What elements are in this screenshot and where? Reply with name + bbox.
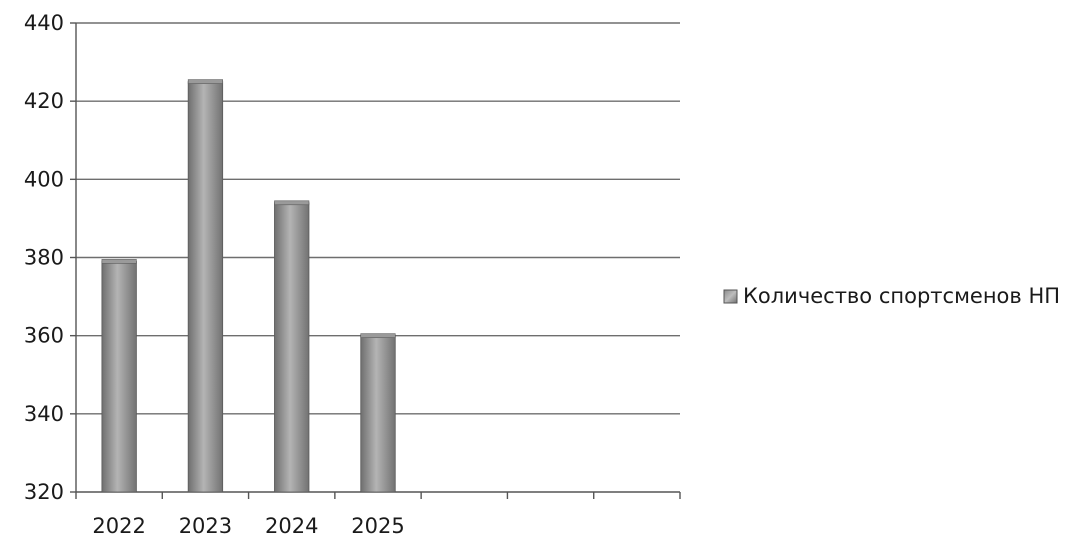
y-tick-label-400: 400 — [24, 167, 64, 191]
bar-body-2023 — [187, 81, 224, 493]
bar-2024 — [274, 200, 310, 493]
gridlines — [76, 22, 680, 415]
x-tick-label-2024: 2024 — [265, 514, 318, 538]
bar-2022 — [101, 259, 137, 493]
y-axis: 320 340 360 380 400 420 440 — [24, 11, 77, 504]
legend: Количество спортсменов НП — [723, 284, 1060, 308]
bar-body-2024 — [274, 202, 310, 493]
y-tick-label-340: 340 — [24, 402, 64, 426]
y-tick-label-380: 380 — [24, 246, 64, 270]
bar-body-2025 — [360, 335, 396, 493]
y-tick-label-320: 320 — [24, 480, 64, 504]
x-tick-label-2022: 2022 — [92, 514, 145, 538]
bar-cap-2024 — [274, 200, 310, 206]
x-tick-label-2025: 2025 — [351, 514, 404, 538]
x-tick-label-2023: 2023 — [179, 514, 232, 538]
bar-cap-2025 — [360, 333, 396, 338]
legend-swatch — [723, 289, 738, 304]
bar-2023 — [187, 79, 224, 493]
bar-body-2022 — [101, 261, 137, 493]
bars — [101, 79, 396, 493]
x-axis: 2022 2023 2024 2025 — [75, 491, 681, 538]
y-tick-label-420: 420 — [24, 89, 64, 113]
y-tick-label-360: 360 — [24, 324, 64, 348]
y-tick-label-440: 440 — [24, 11, 64, 35]
bar-2025 — [360, 333, 396, 493]
bar-cap-2023 — [187, 79, 223, 84]
legend-label: Количество спортсменов НП — [743, 284, 1060, 308]
bar-cap-2022 — [101, 259, 137, 264]
